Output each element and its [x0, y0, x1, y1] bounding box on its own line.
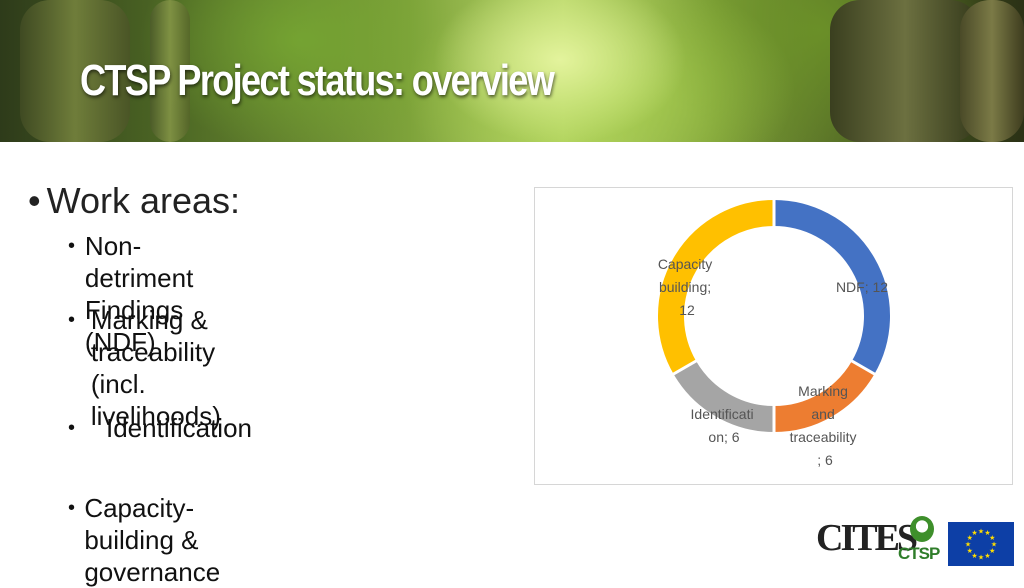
list-item: • Identification — [68, 412, 252, 444]
doughnut-chart: Capacity building; 12 NDF; 12 Marking an… — [534, 187, 1013, 485]
list-item-text: Non-detriment Findings (NDF) — [84, 231, 194, 357]
bullet-icon: • — [68, 497, 76, 519]
eu-star-icon: ★ — [971, 552, 977, 560]
slice-separator — [671, 359, 698, 376]
bullet-icon: • — [28, 180, 41, 221]
eu-star-icon: ★ — [989, 534, 995, 542]
work-areas-heading: • Work areas: — [28, 180, 240, 222]
eu-star-icon: ★ — [978, 528, 984, 536]
tree-trunk — [960, 0, 1024, 142]
bullet-icon: • — [68, 417, 76, 439]
list-item-text: Identification — [106, 413, 252, 443]
list-item: • Non-detriment Findings (NDF) — [68, 230, 240, 358]
eu-star-icon: ★ — [978, 554, 984, 562]
tree-trunk — [150, 0, 190, 142]
heading-text: Work areas: — [46, 180, 241, 221]
list-item-text: Capacity-building & governance — [84, 493, 221, 587]
ctsp-logo: CTSP — [898, 514, 946, 570]
data-label-ndf: NDF; 12 — [836, 279, 888, 295]
doughnut-slice-capacity-building — [658, 200, 775, 374]
doughnut-slice-identification — [673, 360, 775, 432]
eu-star-icon: ★ — [965, 541, 971, 549]
tree-trunk — [20, 0, 130, 142]
doughnut-chart-svg: Capacity building; 12 NDF; 12 Marking an… — [658, 199, 890, 468]
eu-star-icon: ★ — [989, 547, 995, 555]
eu-star-icon: ★ — [967, 534, 973, 542]
page-title: CTSP Project status: overview — [80, 56, 555, 105]
doughnut-slice-ndf — [773, 200, 890, 374]
list-item-text: Marking & traceability (incl. livelihood… — [90, 305, 221, 431]
data-label-identification: Identificati on; 6 — [691, 406, 758, 445]
partner-logos: CITES CTSP ★ ★ ★ ★ ★ ★ ★ ★ ★ ★ ★ ★ — [812, 514, 1016, 570]
eu-star-icon: ★ — [971, 529, 977, 537]
bullet-icon: • — [68, 235, 76, 257]
work-areas-list: • Work areas: • Non-detriment Findings (… — [28, 180, 252, 587]
leaf-icon — [910, 516, 934, 542]
eu-stars-icon: ★ ★★★★★★★★★★★ — [965, 528, 997, 562]
doughnut-slice-marking-and-traceability — [773, 360, 875, 432]
list-item: • Capacity-building & governance — [68, 492, 242, 588]
ctsp-logo-text: CTSP — [898, 544, 940, 563]
list-item: • Marking & traceability (incl. liveliho… — [68, 304, 240, 432]
header-banner: CTSP Project status: overview — [0, 0, 1024, 142]
data-label-capacity: Capacity building; 12 — [658, 256, 716, 318]
tree-trunk — [830, 0, 980, 142]
data-label-marking: Marking and traceability ; 6 — [790, 383, 861, 468]
bullet-icon: • — [68, 309, 76, 331]
eu-star-icon: ★ — [984, 552, 990, 560]
eu-star-icon: ★ — [991, 541, 997, 549]
eu-star-icon: ★ — [984, 529, 990, 537]
slice-separator — [850, 359, 877, 376]
cites-logo: CITES — [816, 517, 918, 559]
eu-flag-logo: ★ ★ ★ ★ ★ ★ ★ ★ ★ ★ ★ ★ — [948, 522, 1014, 566]
eu-star-icon: ★ — [967, 547, 973, 555]
